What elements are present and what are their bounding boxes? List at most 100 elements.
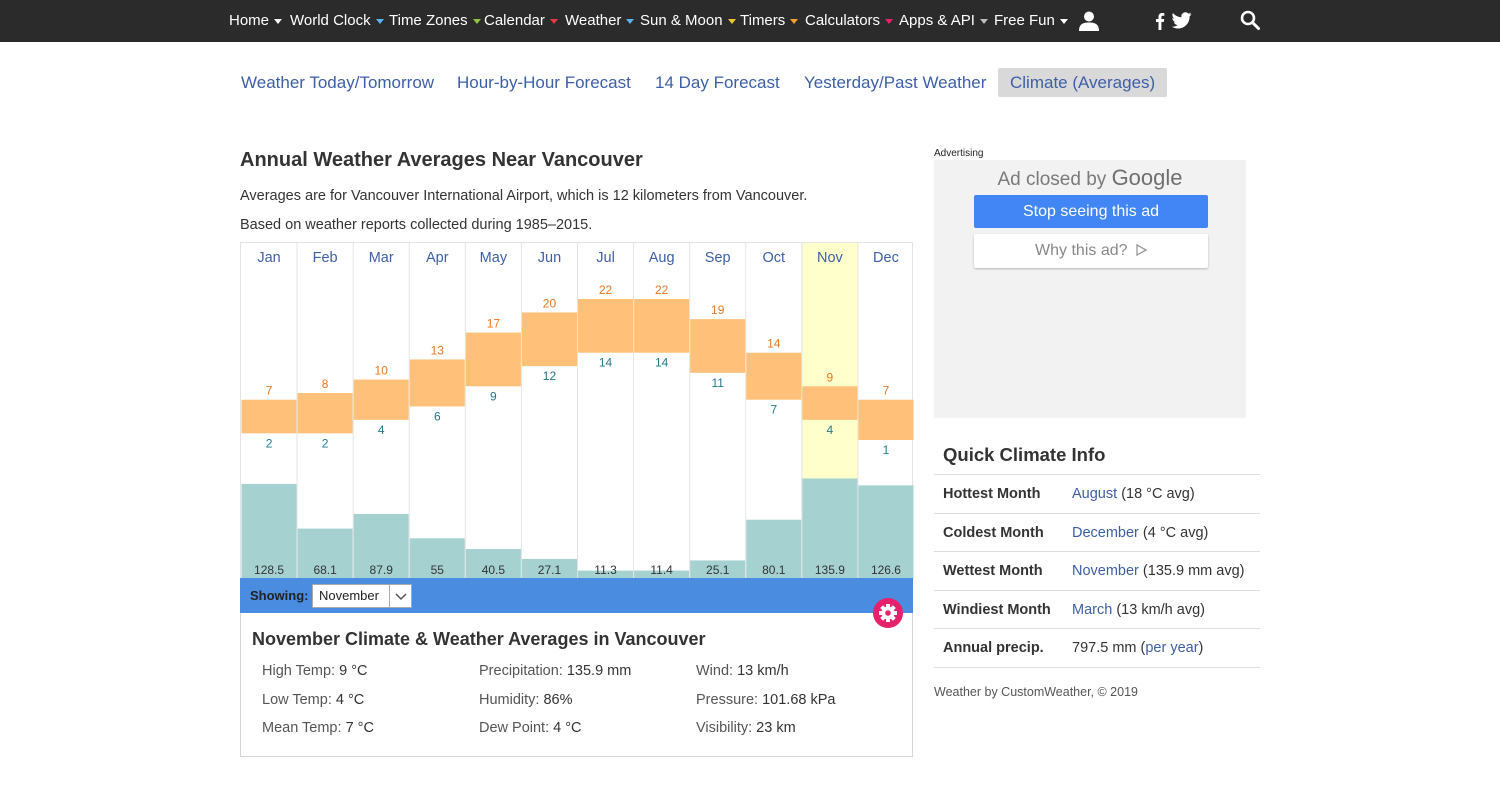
wettest-month-link[interactable]: November [1072, 563, 1139, 580]
precip-label: 55 [431, 563, 445, 577]
nav-sun-moon[interactable]: Sun & Moon [640, 12, 736, 29]
month-label: Jun [538, 250, 561, 266]
high-temp-label: 14 [767, 337, 781, 351]
low-temp-label: 2 [322, 436, 329, 450]
hottest-month-link[interactable]: August [1072, 486, 1118, 502]
temp-range-bar [802, 386, 858, 420]
chevron-down-icon [979, 18, 988, 24]
table-row: Wettest Month November (135.9 mm avg) [934, 552, 1260, 591]
nav-weather[interactable]: Weather [565, 12, 635, 29]
chevron-down-icon [472, 18, 481, 24]
precip-label: 40.5 [482, 563, 506, 577]
temp-range-bar [465, 332, 521, 387]
tab-hour-by-hour[interactable]: Hour-by-Hour Forecast [457, 73, 631, 92]
high-temp-label: 20 [543, 296, 557, 310]
intro-period: Based on weather reports collected durin… [240, 217, 593, 233]
precip-label: 27.1 [538, 563, 562, 577]
detail-high-temp: High Temp: 9 °C [262, 663, 368, 679]
detail-mean-temp: Mean Temp: 7 °C [262, 720, 374, 736]
search-icon[interactable] [1240, 10, 1260, 30]
low-temp-label: 14 [599, 356, 613, 370]
nav-world-clock[interactable]: World Clock [290, 12, 384, 29]
nav-time-zones[interactable]: Time Zones [389, 12, 481, 29]
month-select-value: November [319, 588, 379, 603]
high-temp-label: 10 [375, 364, 389, 378]
nav-calendar[interactable]: Calendar [484, 12, 558, 29]
detail-low-temp: Low Temp: 4 °C [262, 692, 365, 708]
month-detail-title: November Climate & Weather Averages in V… [252, 629, 706, 649]
tab-climate-averages[interactable]: Climate (Averages) [998, 68, 1168, 97]
nav-timers[interactable]: Timers [740, 12, 799, 29]
chevron-down-icon [790, 18, 799, 24]
month-detail-panel: November Climate & Weather Averages in V… [240, 613, 913, 757]
detail-humidity: Humidity: 86% [479, 692, 573, 708]
month-label: Sep [705, 250, 731, 266]
ad-closed-text: Ad closed by Google [997, 165, 1183, 190]
temp-range-bar [409, 359, 465, 407]
why-this-ad-button[interactable]: Why this ad? [974, 234, 1208, 268]
month-label: Apr [426, 250, 449, 266]
nav-free-fun[interactable]: Free Fun [994, 12, 1068, 29]
precip-bar [690, 560, 746, 579]
high-temp-label: 8 [322, 377, 329, 391]
month-selector-bar: Showing: November [240, 578, 913, 613]
low-temp-label: 9 [490, 389, 497, 403]
table-row: Windiest Month March (13 km/h avg) [934, 591, 1260, 630]
chevron-down-icon [727, 18, 736, 24]
nav-apps-api[interactable]: Apps & API [899, 12, 988, 29]
temp-range-bar [241, 399, 297, 434]
month-label: Jan [257, 250, 280, 266]
nav-calculators[interactable]: Calculators [805, 12, 894, 29]
precip-label: 126.6 [871, 563, 901, 577]
chevron-down-icon [389, 585, 411, 607]
quick-climate-table: Hottest Month August (18 °C avg) Coldest… [934, 474, 1260, 668]
twitter-icon[interactable] [1172, 12, 1192, 29]
month-label: Nov [817, 250, 844, 266]
precip-bar [521, 558, 577, 579]
temp-range-bar [690, 319, 746, 373]
month-label: May [480, 250, 508, 266]
tab-14-day-forecast[interactable]: 14 Day Forecast [655, 73, 780, 92]
windiest-month-link[interactable]: March [1072, 601, 1113, 618]
low-temp-label: 2 [266, 436, 273, 450]
month-label: Aug [649, 250, 675, 266]
stop-seeing-ad-button[interactable]: Stop seeing this ad [974, 195, 1208, 228]
user-icon[interactable] [1078, 10, 1100, 32]
tab-past-weather[interactable]: Yesterday/Past Weather [804, 73, 987, 92]
temp-range-bar [353, 379, 409, 420]
chevron-down-icon [1059, 18, 1068, 24]
low-temp-label: 14 [655, 356, 669, 370]
climate-chart-svg: Jan 7 2 128.5 Feb 8 2 68.1 Mar 10 4 87.9 Apr 13 6 55 May… [241, 243, 914, 579]
quick-climate-title: Quick Climate Info [943, 444, 1106, 465]
coldest-month-link[interactable]: December [1072, 524, 1139, 541]
precip-bar [297, 528, 353, 579]
settings-gear-icon[interactable] [873, 598, 903, 628]
temp-range-bar [858, 399, 914, 440]
chevron-down-icon [274, 18, 283, 24]
temp-range-bar [297, 393, 353, 434]
low-temp-label: 11 [711, 376, 724, 390]
per-year-link[interactable]: per year [1145, 640, 1199, 657]
month-label: Oct [763, 250, 786, 266]
detail-pressure: Pressure: 101.68 kPa [696, 692, 836, 708]
tab-weather-today[interactable]: Weather Today/Tomorrow [241, 73, 435, 92]
ad-container: Ad closed by Google Stop seeing this ad … [934, 160, 1246, 418]
month-select[interactable]: November [312, 584, 412, 608]
low-temp-label: 1 [883, 443, 890, 457]
page-title: Annual Weather Averages Near Vancouver [240, 149, 643, 171]
nav-home[interactable]: Home [229, 12, 283, 29]
facebook-icon[interactable] [1155, 12, 1167, 30]
high-temp-label: 13 [431, 343, 445, 357]
temp-range-bar [578, 299, 634, 353]
precip-label: 68.1 [313, 563, 337, 577]
precip-label: 128.5 [254, 563, 284, 577]
precip-bar [578, 570, 634, 579]
temp-range-bar [634, 299, 690, 353]
chevron-down-icon [549, 18, 558, 24]
precip-bar [634, 570, 690, 579]
precip-label: 11.3 [594, 563, 617, 577]
detail-precipitation: Precipitation: 135.9 mm [479, 663, 632, 679]
intro-location: Averages are for Vancouver International… [240, 188, 808, 204]
precip-label: 135.9 [815, 563, 845, 577]
advertising-label: Advertising [934, 148, 984, 159]
